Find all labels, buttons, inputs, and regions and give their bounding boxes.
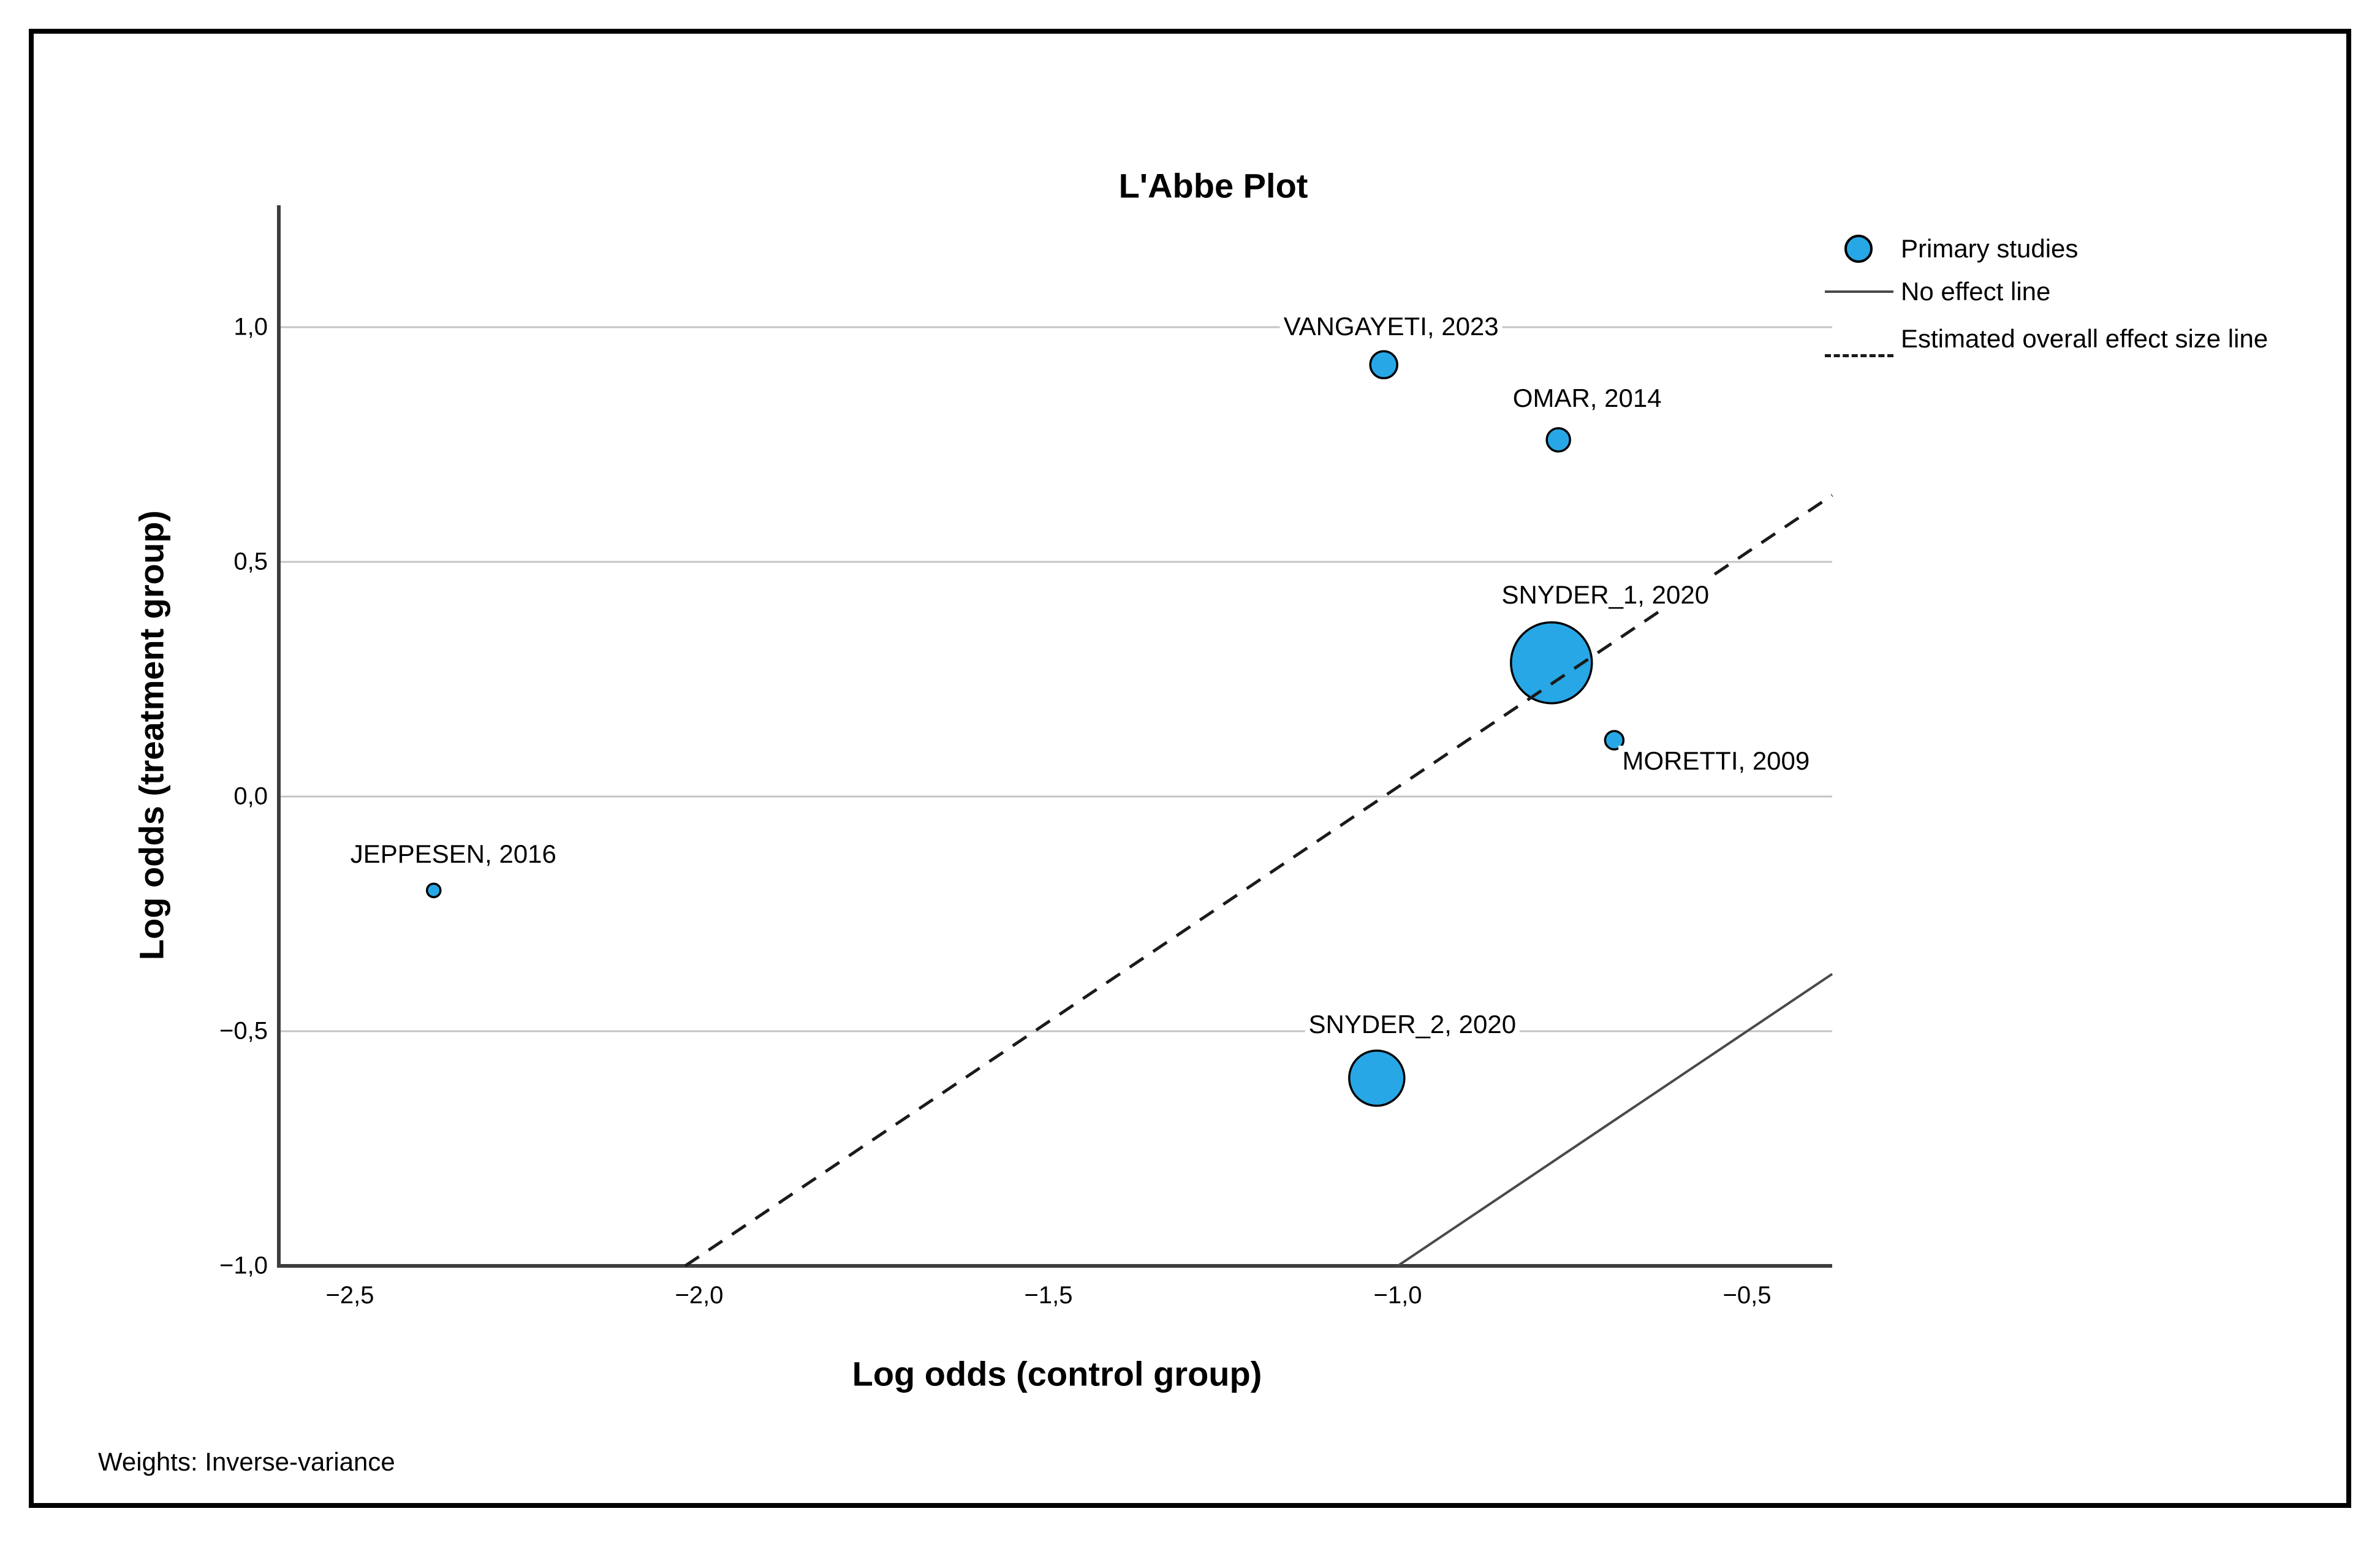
y-tick-label-−0,5: −0,5 bbox=[219, 1017, 268, 1045]
point-label-OMAR, 2014: OMAR, 2014 bbox=[1509, 382, 1666, 414]
data-point-SNYDER_2, 2020 bbox=[1348, 1049, 1406, 1107]
chart-title: L'Abbe Plot bbox=[1118, 166, 1308, 205]
estimated-overall-effect-line bbox=[684, 494, 1833, 1268]
point-label-SNYDER_2, 2020: SNYDER_2, 2020 bbox=[1305, 1009, 1520, 1040]
x-tick-label-−2,0: −2,0 bbox=[675, 1282, 724, 1309]
data-point-SNYDER_1, 2020 bbox=[1510, 621, 1593, 705]
x-tick-label-−1,0: −1,0 bbox=[1373, 1282, 1422, 1309]
y-axis-title: Log odds (treatment group) bbox=[132, 510, 171, 961]
data-point-JEPPESEN, 2016 bbox=[426, 882, 442, 898]
y-tick-label-−1,0: −1,0 bbox=[219, 1252, 268, 1279]
x-tick-label-−1,5: −1,5 bbox=[1024, 1282, 1073, 1309]
legend-label-primary-studies: Primary studies bbox=[1901, 234, 2079, 263]
y-tick-label-0,0: 0,0 bbox=[233, 782, 268, 810]
legend-label-estimated-effect: Estimated overall effect size line bbox=[1901, 324, 2268, 353]
data-point-OMAR, 2014 bbox=[1545, 427, 1571, 453]
y-tick-label-1,0: 1,0 bbox=[233, 313, 268, 341]
point-label-MORETTI, 2009: MORETTI, 2009 bbox=[1618, 746, 1814, 777]
data-point-VANGAYETI, 2023 bbox=[1369, 350, 1398, 380]
no-effect-line bbox=[1397, 972, 1833, 1267]
legend-label-no-effect: No effect line bbox=[1901, 277, 2051, 306]
x-tick-label-−2,5: −2,5 bbox=[325, 1282, 374, 1309]
point-label-JEPPESEN, 2016: JEPPESEN, 2016 bbox=[346, 839, 560, 870]
point-label-VANGAYETI, 2023: VANGAYETI, 2023 bbox=[1279, 311, 1503, 343]
estimated-effect-line-sample-icon bbox=[1825, 354, 1893, 357]
data-point-MORETTI, 2009 bbox=[1604, 730, 1625, 751]
point-label-SNYDER_1, 2020: SNYDER_1, 2020 bbox=[1498, 579, 1713, 610]
no-effect-line-sample-icon bbox=[1825, 290, 1893, 293]
x-tick-label-−0,5: −0,5 bbox=[1722, 1282, 1772, 1309]
primary-studies-marker-icon bbox=[1844, 235, 1873, 263]
figure-border bbox=[29, 29, 2351, 1508]
weights-note: Weights: Inverse-variance bbox=[98, 1447, 395, 1476]
y-tick-label-0,5: 0,5 bbox=[233, 548, 268, 575]
x-axis-title: Log odds (control group) bbox=[852, 1354, 1262, 1393]
